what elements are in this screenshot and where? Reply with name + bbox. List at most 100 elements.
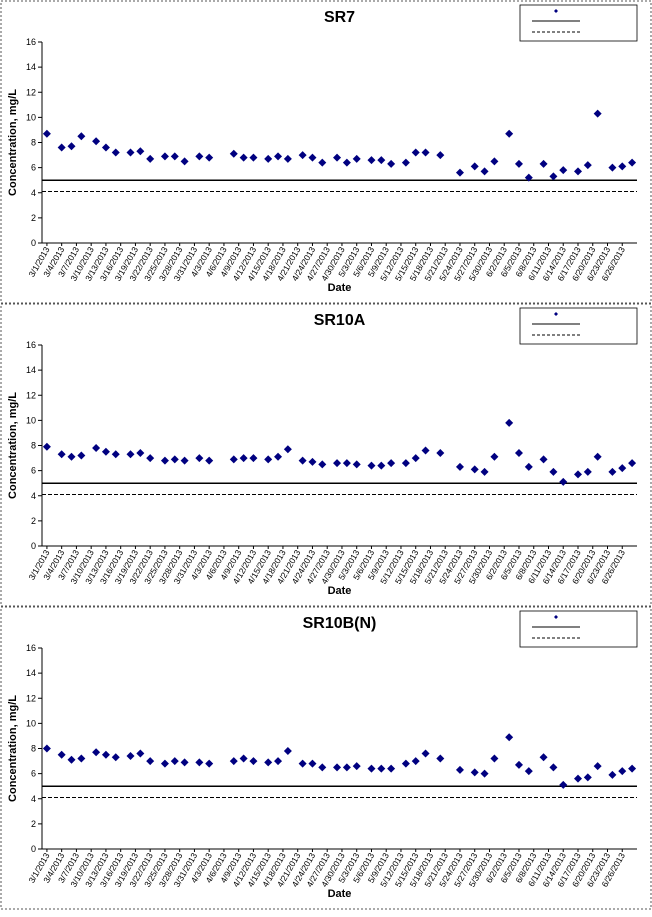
y-tick-label: 2 <box>31 516 36 526</box>
data-point <box>421 148 430 157</box>
data-point <box>377 764 386 773</box>
data-point <box>377 461 386 470</box>
data-point <box>92 137 101 146</box>
data-point <box>401 158 410 167</box>
data-point <box>524 767 533 776</box>
data-point <box>249 757 258 766</box>
data-point <box>126 450 135 459</box>
chart-title: SR7 <box>324 9 355 26</box>
y-tick-label: 10 <box>26 112 36 122</box>
data-point <box>146 757 155 766</box>
data-point <box>470 162 479 171</box>
data-point <box>455 462 464 471</box>
data-point <box>618 162 627 171</box>
data-point <box>249 454 258 463</box>
data-point <box>436 449 445 458</box>
data-point <box>195 758 204 767</box>
data-point <box>608 163 617 172</box>
y-tick-label: 2 <box>31 819 36 829</box>
data-point <box>352 762 361 771</box>
data-point <box>57 143 66 152</box>
data-point <box>455 168 464 177</box>
data-point <box>480 167 489 176</box>
data-point <box>608 467 617 476</box>
legend-marker <box>554 312 558 316</box>
data-point <box>67 142 76 151</box>
data-point <box>283 445 292 454</box>
y-tick-label: 4 <box>31 794 36 804</box>
data-point <box>559 166 568 175</box>
data-point <box>583 467 592 476</box>
data-point <box>111 450 120 459</box>
panel-border <box>0 0 652 304</box>
data-point <box>170 455 179 464</box>
chart-title: SR10A <box>314 312 366 329</box>
data-point <box>524 462 533 471</box>
data-point <box>239 153 248 162</box>
data-point <box>180 157 189 166</box>
data-point <box>67 452 76 461</box>
data-point <box>618 464 627 473</box>
y-tick-label: 14 <box>26 668 36 678</box>
data-point <box>505 418 514 427</box>
data-point <box>436 151 445 160</box>
data-point <box>514 760 523 769</box>
data-point <box>229 149 238 158</box>
data-point <box>387 459 396 468</box>
data-point <box>111 753 120 762</box>
data-point <box>205 456 214 465</box>
data-point <box>387 159 396 168</box>
data-point <box>628 764 637 773</box>
data-point <box>205 759 214 768</box>
data-point <box>411 148 420 157</box>
data-point <box>160 152 169 161</box>
data-point <box>618 767 627 776</box>
data-point <box>401 459 410 468</box>
data-point <box>42 744 51 753</box>
data-point <box>583 773 592 782</box>
data-point <box>146 154 155 163</box>
data-point <box>264 455 273 464</box>
data-point <box>559 477 568 486</box>
data-point <box>195 152 204 161</box>
chart-panel: SR10B(N) Concentration, mg/L Date 0 2 4 6 8 10 12… <box>0 606 652 910</box>
data-point <box>608 770 617 779</box>
chart-panel: SR10A Concentration, mg/L Date 0 2 4 6 8 10 12 14 1… <box>0 303 652 607</box>
data-point <box>352 154 361 163</box>
data-point <box>229 455 238 464</box>
data-point <box>77 754 86 763</box>
y-tick-label: 6 <box>31 163 36 173</box>
y-tick-label: 10 <box>26 415 36 425</box>
data-point <box>126 148 135 157</box>
data-point <box>401 759 410 768</box>
panel-border <box>0 303 652 607</box>
data-point <box>342 158 351 167</box>
data-point <box>514 449 523 458</box>
y-tick-label: 16 <box>26 340 36 350</box>
data-point <box>436 754 445 763</box>
data-point <box>57 450 66 459</box>
data-point <box>559 780 568 789</box>
data-point <box>308 153 317 162</box>
data-point <box>480 769 489 778</box>
x-axis-label: Date <box>328 585 352 597</box>
data-point <box>318 763 327 772</box>
y-tick-label: 6 <box>31 769 36 779</box>
data-point <box>628 158 637 167</box>
y-axis-label: Concentration, mg/L <box>7 89 19 196</box>
data-point <box>57 750 66 759</box>
data-point <box>101 750 110 759</box>
y-tick-label: 4 <box>31 188 36 198</box>
data-point <box>229 757 238 766</box>
data-point <box>333 763 342 772</box>
data-point <box>298 456 307 465</box>
data-point <box>180 456 189 465</box>
data-point <box>298 759 307 768</box>
chart-title: SR10B(N) <box>303 615 377 632</box>
y-tick-label: 2 <box>31 213 36 223</box>
data-point <box>239 754 248 763</box>
data-point <box>514 159 523 168</box>
data-point <box>264 758 273 767</box>
